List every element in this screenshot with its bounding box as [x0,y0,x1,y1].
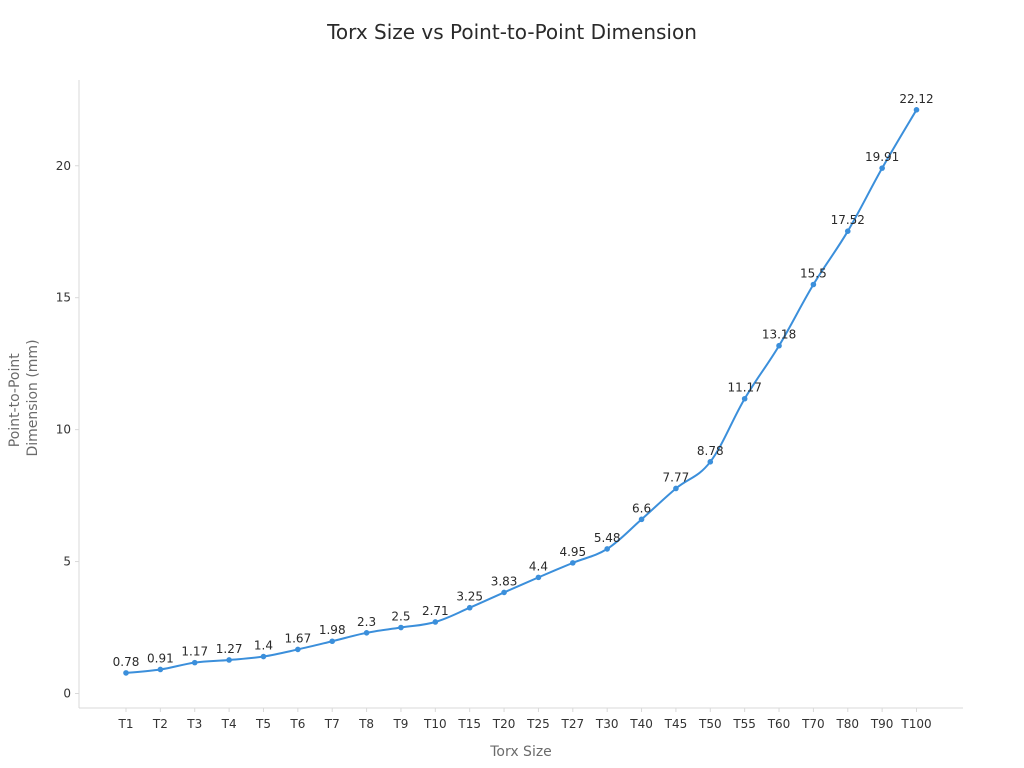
data-label: 3.83 [491,574,518,588]
data-point [776,342,782,349]
x-tick-label: T60 [767,717,791,731]
x-tick-label: T90 [870,717,894,731]
data-label: 2.71 [422,604,449,618]
x-tick-label: T100 [900,717,931,731]
data-label: 2.5 [391,610,410,624]
y-tick-label: 5 [63,555,71,569]
x-tick-label: T5 [255,717,271,731]
x-tick-label: T9 [392,717,408,731]
data-point [638,516,645,523]
data-label: 22.12 [899,92,933,106]
x-tick-label: T10 [423,717,447,731]
x-tick-label: T30 [595,717,619,731]
series-line [125,109,918,674]
data-point [157,666,164,673]
series-line-group [125,109,918,674]
data-label: 19.91 [865,150,899,164]
y-axis-title-line-2: Dimension (mm) [25,339,41,456]
data-point [260,653,267,660]
data-point [535,574,542,581]
data-point [123,670,129,676]
data-point [466,604,473,611]
x-tick-label: T45 [664,717,688,731]
data-point [501,589,507,596]
data-point [913,107,920,113]
data-label: 5.48 [594,531,621,545]
x-tick-label: T40 [629,717,653,731]
data-label: 7.77 [663,470,690,484]
x-tick-label: T25 [526,717,550,731]
y-tick-label: 15 [56,291,71,305]
x-tick-label: T4 [221,717,237,731]
x-tick-label: T1 [118,717,134,731]
data-label: 8.78 [697,444,724,458]
data-point [226,657,232,663]
data-point [570,560,576,566]
data-label: 17.52 [831,213,865,227]
x-tick-label: T6 [289,717,305,731]
data-point [673,485,679,492]
chart-title: Torx Size vs Point-to-Point Dimension [327,20,697,44]
y-tick-label: 0 [63,686,71,700]
x-tick-label: T15 [457,717,481,731]
data-point [432,619,439,625]
x-tick-label: T55 [732,717,756,731]
data-label: 1.27 [216,642,243,656]
axes: 0 5 10 15 20 T1 T2 T3 T4 T5 T6 T7 T8 T9 T10 T15 T20 T25 T2… [56,80,963,731]
data-label: 11.17 [727,381,761,395]
data-point [741,395,748,402]
x-tick-label: T2 [152,717,168,731]
data-point [810,281,817,288]
data-label: 6.6 [632,501,651,515]
y-axis-title-line-1: Point-to-Point [7,353,23,447]
data-point [707,459,714,465]
data-label: 4.95 [559,545,586,559]
data-point [191,659,198,666]
x-tick-label: T7 [324,717,340,731]
x-axis-title: Torx Size [489,744,552,760]
x-tick-label: T27 [561,717,585,731]
data-label: 4.4 [529,559,548,573]
y-axis-title: Point-to-Point Dimension (mm) [7,339,41,456]
y-tick-label: 20 [56,159,71,173]
y-tick-label: 10 [56,423,71,437]
data-points [123,107,920,676]
data-label: 13.18 [762,328,796,342]
data-point [295,646,301,653]
data-point [363,629,370,636]
data-point [844,228,851,234]
data-labels: 0.78 0.91 1.17 1.27 1.4 1.67 1.98 2.3 2.5 2.71 3.2… [113,92,934,669]
x-tick-label: T70 [801,717,825,731]
data-label: 1.67 [284,631,311,645]
x-tick-label: T50 [698,717,722,731]
x-tick-label: T20 [492,717,516,731]
data-label: 0.78 [113,655,140,669]
x-tick-label: T3 [186,717,202,731]
x-tick-label: T8 [358,717,374,731]
data-label: 1.98 [319,623,346,637]
data-label: 2.3 [357,615,376,629]
data-label: 0.91 [147,651,174,665]
data-label: 1.17 [181,645,208,659]
data-label: 1.4 [254,639,273,653]
data-point [329,638,336,645]
data-point [879,165,885,171]
data-point [604,546,610,552]
data-point [398,624,404,631]
x-tick-label: T80 [835,717,859,731]
data-label: 15.5 [800,266,827,280]
data-label: 3.25 [456,590,483,604]
